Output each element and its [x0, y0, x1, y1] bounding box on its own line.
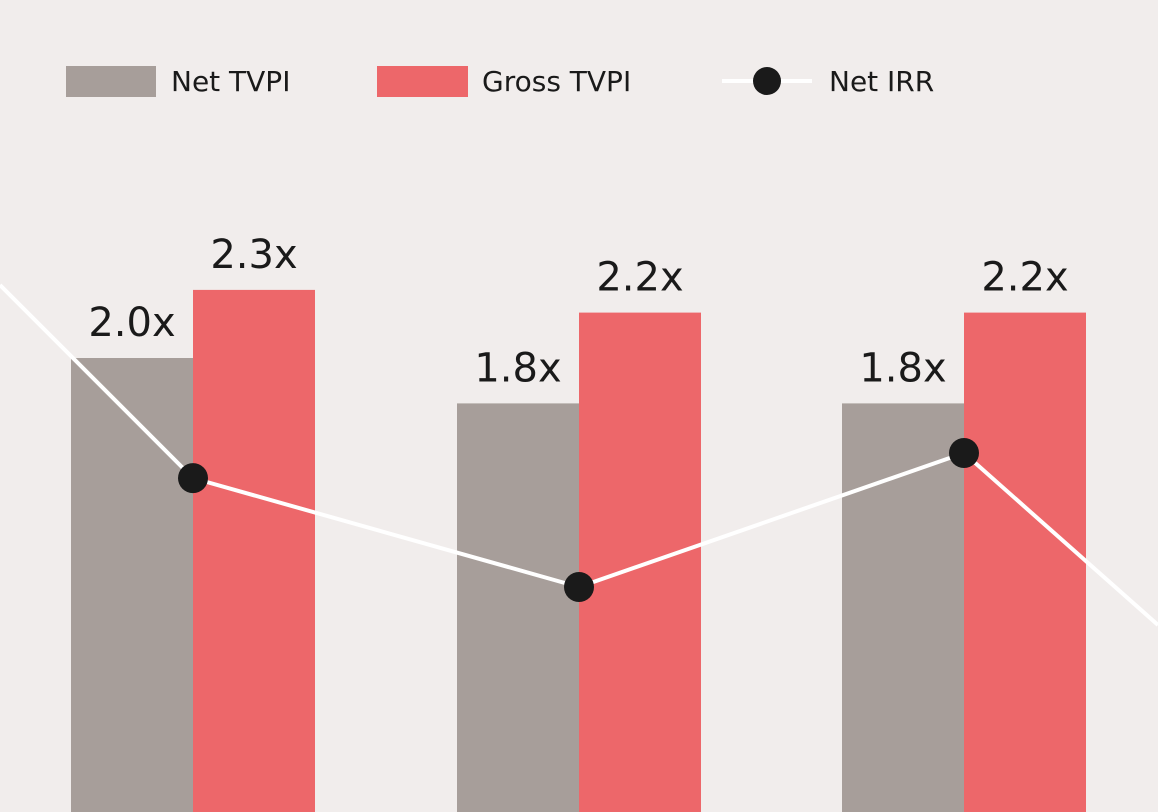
marker-net-irr — [178, 463, 208, 494]
bar-gross-tvpi — [964, 312, 1086, 812]
legend: Net TVPI Gross TVPI Net IRR — [66, 65, 934, 98]
bar-net-tvpi — [71, 358, 193, 812]
data-label-gross-tvpi: 2.2x — [596, 255, 683, 301]
legend-swatch-gross-tvpi — [377, 66, 468, 97]
legend-label-net-irr: Net IRR — [829, 65, 934, 98]
marker-net-irr — [949, 438, 979, 468]
data-label-gross-tvpi: 2.3x — [210, 232, 297, 278]
data-label-net-tvpi: 1.8x — [474, 345, 561, 391]
data-label-gross-tvpi: 2.2x — [981, 255, 1068, 301]
bar-net-tvpi — [457, 403, 579, 812]
bar-gross-tvpi — [579, 312, 701, 812]
data-label-net-tvpi: 1.8x — [859, 345, 946, 391]
plot-area: 2.0x 2.3x 1.8x 2.2x 1.8x 2.2x — [0, 232, 1158, 812]
legend-label-gross-tvpi: Gross TVPI — [482, 65, 631, 98]
bar-gross-tvpi — [193, 289, 315, 812]
legend-marker-net-irr — [753, 67, 781, 95]
data-label-net-tvpi: 2.0x — [88, 300, 175, 346]
legend-label-net-tvpi: Net TVPI — [171, 65, 290, 98]
bar-net-tvpi — [842, 403, 964, 812]
marker-net-irr — [564, 572, 594, 602]
legend-swatch-net-tvpi — [66, 66, 156, 97]
